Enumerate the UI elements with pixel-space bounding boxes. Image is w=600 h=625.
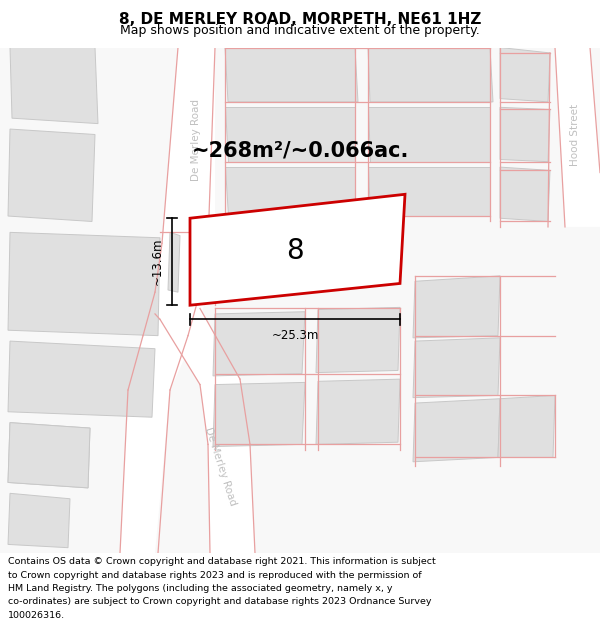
Text: Map shows position and indicative extent of the property.: Map shows position and indicative extent… xyxy=(120,24,480,37)
Polygon shape xyxy=(316,379,400,444)
Polygon shape xyxy=(190,194,405,305)
Polygon shape xyxy=(555,48,600,227)
Polygon shape xyxy=(8,422,90,488)
Polygon shape xyxy=(500,167,550,221)
Polygon shape xyxy=(8,422,90,488)
Text: co-ordinates) are subject to Crown copyright and database rights 2023 Ordnance S: co-ordinates) are subject to Crown copyr… xyxy=(8,598,431,606)
Polygon shape xyxy=(413,338,500,398)
Text: HM Land Registry. The polygons (including the associated geometry, namely x, y: HM Land Registry. The polygons (includin… xyxy=(8,584,392,593)
Polygon shape xyxy=(213,382,305,447)
Polygon shape xyxy=(316,308,400,372)
Polygon shape xyxy=(213,312,305,376)
Polygon shape xyxy=(8,493,70,548)
Polygon shape xyxy=(368,48,493,102)
Polygon shape xyxy=(500,107,550,162)
Text: 8, DE MERLEY ROAD, MORPETH, NE61 1HZ: 8, DE MERLEY ROAD, MORPETH, NE61 1HZ xyxy=(119,12,481,27)
Text: 8: 8 xyxy=(286,237,304,265)
Polygon shape xyxy=(120,48,215,553)
Polygon shape xyxy=(168,232,180,292)
Polygon shape xyxy=(8,129,95,221)
Text: ~268m²/~0.066ac.: ~268m²/~0.066ac. xyxy=(191,141,409,161)
Polygon shape xyxy=(8,341,155,418)
Polygon shape xyxy=(500,48,550,102)
Polygon shape xyxy=(368,107,490,162)
Polygon shape xyxy=(225,167,355,216)
Polygon shape xyxy=(498,396,555,458)
Polygon shape xyxy=(225,107,355,162)
Polygon shape xyxy=(413,399,500,462)
Text: De Merley Road: De Merley Road xyxy=(203,426,238,507)
Text: ~13.6m: ~13.6m xyxy=(151,238,164,286)
Polygon shape xyxy=(155,309,255,553)
Text: De Merley Road: De Merley Road xyxy=(191,99,201,181)
Polygon shape xyxy=(368,167,490,216)
Polygon shape xyxy=(225,48,358,102)
Text: ~25.3m: ~25.3m xyxy=(271,329,319,342)
Text: to Crown copyright and database rights 2023 and is reproduced with the permissio: to Crown copyright and database rights 2… xyxy=(8,571,421,580)
Text: Contains OS data © Crown copyright and database right 2021. This information is : Contains OS data © Crown copyright and d… xyxy=(8,558,436,566)
Text: 100026316.: 100026316. xyxy=(8,611,65,619)
Text: Hood Street: Hood Street xyxy=(570,103,580,166)
Polygon shape xyxy=(413,276,500,338)
Polygon shape xyxy=(8,232,160,336)
Polygon shape xyxy=(10,48,98,124)
